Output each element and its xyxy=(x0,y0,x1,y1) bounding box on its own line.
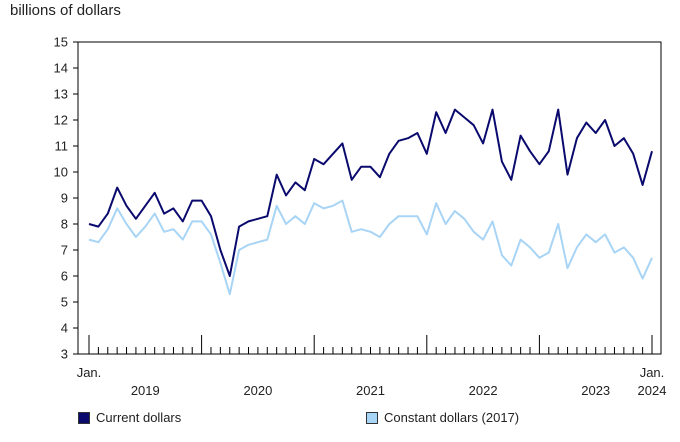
x-tick-label-year: 2023 xyxy=(581,383,610,398)
x-tick-label-year: 2022 xyxy=(469,383,498,398)
x-tick-label-month: Jan. xyxy=(640,365,665,380)
legend-label-current: Current dollars xyxy=(96,410,182,425)
legend-item-current: Current dollars xyxy=(78,410,181,425)
y-tick-label: 5 xyxy=(61,295,68,310)
legend-swatch-current xyxy=(78,411,90,424)
y-tick-label: 11 xyxy=(55,139,69,154)
x-tick-label-year: 2019 xyxy=(131,383,160,398)
series-line-constant-dollars xyxy=(88,199,653,296)
legend-swatch-constant xyxy=(366,411,378,424)
y-tick-label: 6 xyxy=(61,269,68,284)
y-tick-label: 3 xyxy=(61,347,68,362)
y-axis-label: billions of dollars xyxy=(10,2,121,19)
y-tick-label: 7 xyxy=(61,243,68,258)
x-tick-label-year: 2021 xyxy=(356,383,385,398)
y-tick-label: 9 xyxy=(61,191,68,206)
x-tick-label-month: Jan. xyxy=(77,365,102,380)
y-tick-label: 15 xyxy=(54,35,68,50)
y-tick-label: 13 xyxy=(54,87,68,102)
legend-label-constant: Constant dollars (2017) xyxy=(384,410,520,425)
y-tick-label: 12 xyxy=(54,113,68,128)
y-tick-label: 8 xyxy=(61,217,68,232)
y-tick-label: 14 xyxy=(54,61,68,76)
y-tick-label: 4 xyxy=(61,321,68,336)
x-tick-label-year: 2024 xyxy=(638,383,667,398)
x-tick-label-year: 2020 xyxy=(243,383,272,398)
legend-item-constant: Constant dollars (2017) xyxy=(366,410,519,425)
series-line-current-dollars xyxy=(88,108,653,277)
y-tick-label: 10 xyxy=(54,165,68,180)
plot-area xyxy=(77,41,662,355)
